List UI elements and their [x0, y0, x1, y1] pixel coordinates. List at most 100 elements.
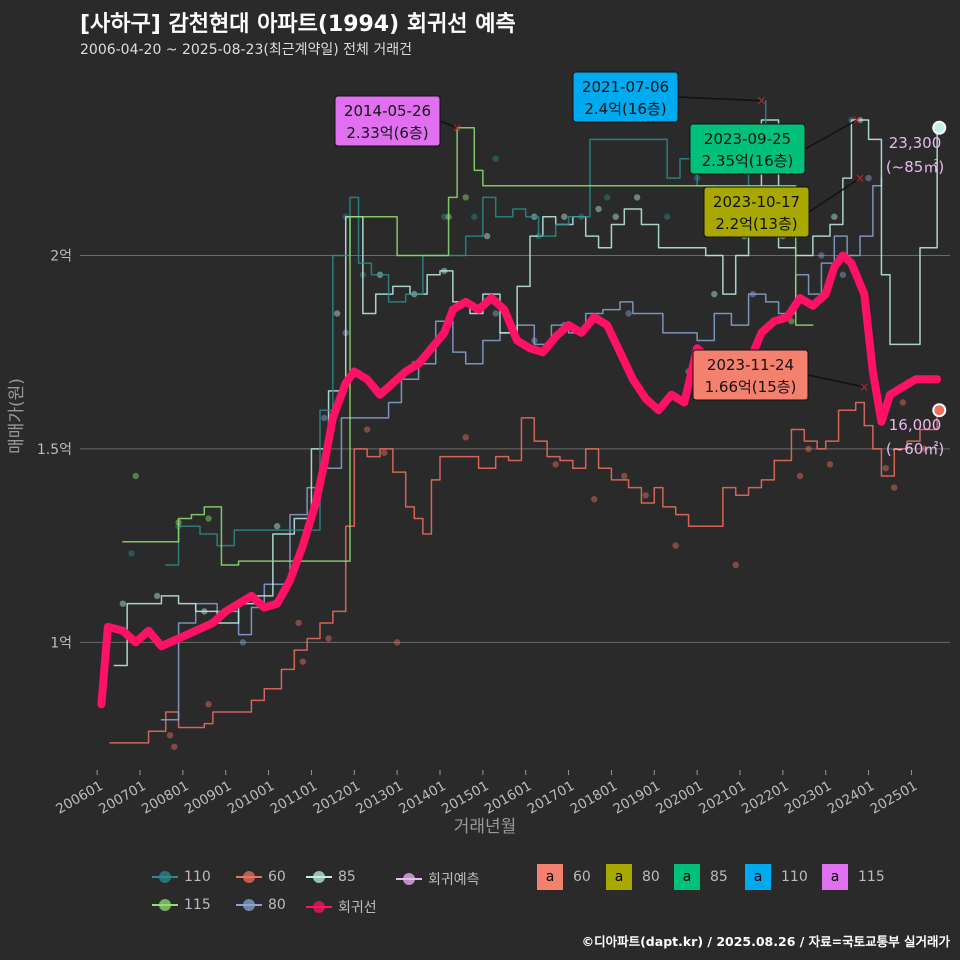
annotation-marker: ×	[852, 113, 862, 127]
x-tick-label: 202201	[739, 778, 792, 818]
legend-item-60[interactable]: 60	[236, 869, 286, 885]
annotation-date: 2023-09-25	[704, 130, 791, 148]
x-tick-label: 201301	[353, 778, 406, 818]
scatter-point-115	[132, 472, 139, 480]
prediction-point	[932, 120, 947, 135]
legend-box-label-80: 80	[642, 869, 660, 885]
scatter-point-60	[591, 495, 598, 503]
scatter-point-60	[393, 639, 401, 646]
scatter-point-85	[333, 310, 341, 317]
legend-label-115: 115	[184, 897, 211, 913]
legend-label-85: 85	[338, 869, 356, 885]
x-tick-label: 201901	[610, 778, 663, 818]
scatter-point-60	[826, 461, 834, 468]
legend-swatch-regression	[306, 900, 332, 914]
scatter-point-110	[471, 213, 478, 220]
prediction-area-label: (~85㎡)	[886, 158, 944, 176]
annotation-marker: ×	[756, 94, 766, 108]
prediction-area-label: (~60㎡)	[886, 440, 944, 458]
scatter-point-60	[299, 658, 307, 665]
scatter-point-60	[166, 731, 174, 739]
scatter-point-85	[633, 194, 641, 201]
legend-label-80: 80	[268, 897, 286, 913]
legend-item-115[interactable]: 115	[152, 897, 211, 913]
chart-title: [사하구] 감천현대 아파트(1994) 회귀선 예측	[80, 12, 516, 37]
legend-item-prediction[interactable]: 회귀예측	[396, 869, 480, 889]
legend-item-80[interactable]: 80	[236, 897, 286, 913]
scatter-point-85	[483, 232, 491, 240]
legend-swatch-prediction	[396, 872, 422, 886]
legend-box-60[interactable]: a 60	[537, 864, 591, 890]
annotation-marker: ×	[859, 380, 869, 394]
scatter-point-60	[899, 399, 907, 406]
scatter-point-80	[818, 252, 825, 259]
legend-item-regression[interactable]: 회귀선	[306, 897, 377, 917]
scatter-point-80	[239, 639, 247, 646]
scatter-point-60	[732, 561, 739, 569]
scatter-point-85	[119, 600, 127, 607]
scatter-point-60	[921, 445, 928, 453]
legend-box-label-60: 60	[573, 869, 591, 885]
y-tick-label: 2억	[50, 248, 72, 264]
legend-box-110[interactable]: a 110	[745, 864, 808, 890]
scatter-point-60	[891, 484, 898, 491]
annotation-value: 2.35억(16층)	[702, 152, 794, 170]
legend-box-80[interactable]: a 80	[606, 864, 660, 890]
legend-swatch-110	[152, 870, 178, 884]
x-tick-label: 202401	[825, 778, 878, 818]
scatter-point-60	[672, 542, 679, 549]
legend-swatch-60	[236, 870, 262, 884]
scatter-point-110	[663, 213, 671, 220]
x-tick-label: 201401	[396, 778, 449, 818]
scatter-point-85	[831, 213, 838, 220]
scatter-point-110	[603, 194, 611, 201]
annotation-value: 2.2억(13층)	[715, 215, 797, 233]
prediction-point	[932, 403, 947, 418]
source-credit: ©디아파트(dapt.kr) / 2025.08.26 / 자료=국토교통부 실…	[581, 934, 950, 949]
scatter-point-80	[865, 174, 872, 182]
legend-box-swatch-115: a	[822, 864, 848, 890]
legend-box-swatch-60: a	[537, 864, 563, 890]
legend-swatch-115	[152, 898, 178, 912]
legend-box-115[interactable]: a 115	[822, 864, 885, 890]
legend-box-swatch-85: a	[674, 864, 700, 890]
legend-label-prediction: 회귀예측	[428, 872, 480, 888]
scatter-point-110	[441, 213, 448, 220]
series-line-115	[122, 127, 814, 566]
x-tick-label: 201501	[439, 778, 492, 818]
legend-label-60: 60	[268, 869, 286, 885]
scatter-point-85	[561, 213, 568, 220]
scatter-point-80	[492, 310, 499, 317]
chart-subtitle: 2006-04-20 ~ 2025-08-23(최근계약일) 전체 거래건	[80, 42, 412, 58]
scatter-point-115	[205, 515, 212, 522]
legend-box-85[interactable]: a 85	[674, 864, 728, 890]
annotation-value: 2.4억(16층)	[584, 100, 666, 118]
scatter-point-85	[273, 523, 281, 530]
scatter-point-60	[796, 472, 804, 480]
legend-label-regression: 회귀선	[338, 900, 377, 916]
series-line-60	[109, 401, 938, 744]
annotation-value: 2.33억(6층)	[346, 124, 428, 142]
annotation-value: 1.66억(15층)	[705, 378, 797, 396]
annotation-date: 2021-07-06	[582, 78, 669, 96]
x-tick-label: 201701	[525, 778, 578, 818]
prediction-value-label: 23,300	[889, 134, 942, 152]
annotation-leader	[808, 177, 861, 213]
series-line-85	[113, 119, 938, 667]
scatter-point-60	[462, 434, 469, 441]
annotation-date: 2014-05-26	[344, 102, 431, 120]
scatter-point-85	[153, 592, 161, 600]
prediction-value-label: 16,000	[889, 416, 942, 434]
legend-item-85[interactable]: 85	[306, 869, 356, 885]
series-line-110	[164, 99, 767, 566]
x-tick-label: 201001	[225, 778, 278, 818]
scatter-point-60	[882, 465, 889, 472]
scatter-point-60	[171, 743, 178, 750]
annotation-leader	[677, 96, 762, 102]
scatter-point-80	[839, 271, 847, 278]
y-tick-label: 1억	[50, 635, 72, 651]
x-tick-label: 200601	[53, 778, 106, 818]
legend-box-label-110: 110	[781, 869, 808, 885]
legend-item-110[interactable]: 110	[152, 869, 211, 885]
legend-label-110: 110	[184, 869, 211, 885]
